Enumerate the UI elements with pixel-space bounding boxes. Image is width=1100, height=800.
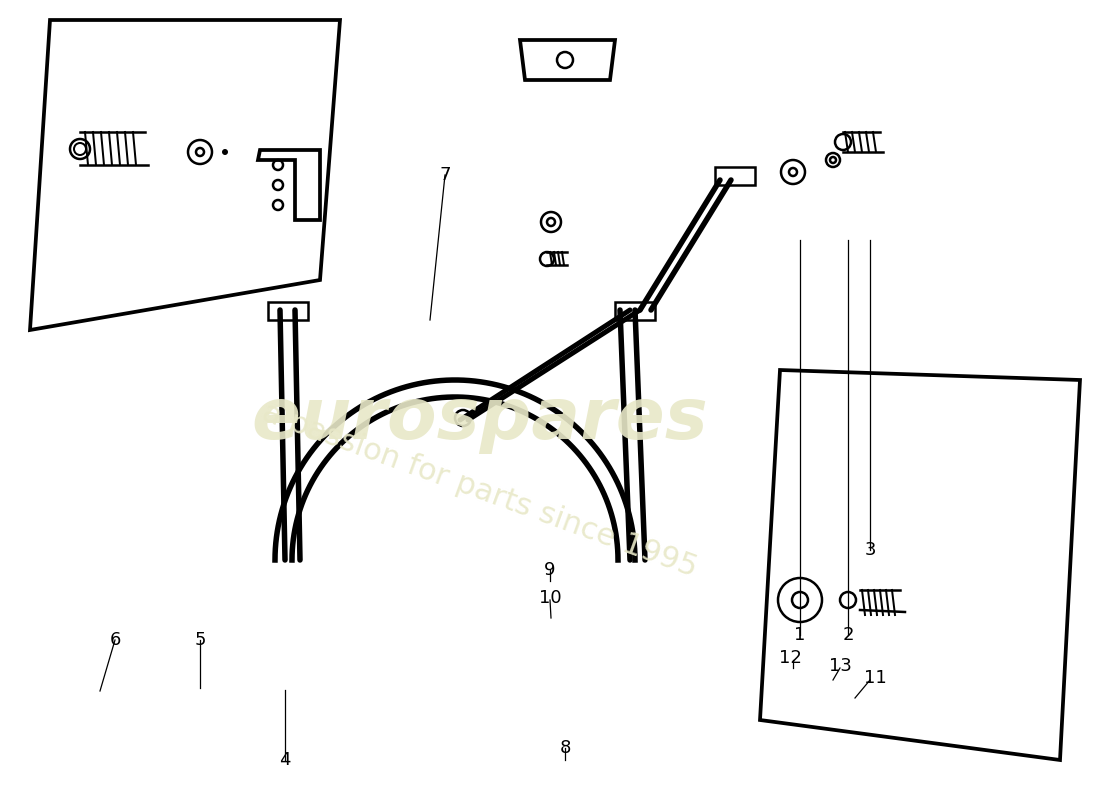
FancyBboxPatch shape (615, 302, 654, 320)
Text: 7: 7 (439, 166, 451, 184)
Text: 8: 8 (559, 739, 571, 757)
Text: eurospares: eurospares (252, 386, 708, 454)
FancyBboxPatch shape (268, 302, 308, 320)
Text: 9: 9 (544, 561, 556, 579)
Text: 1: 1 (794, 626, 805, 644)
Text: 2: 2 (843, 626, 854, 644)
Text: 13: 13 (828, 657, 851, 675)
Text: 10: 10 (539, 589, 561, 607)
Circle shape (540, 252, 554, 266)
Text: 5: 5 (195, 631, 206, 649)
Text: 12: 12 (779, 649, 802, 667)
Text: 4: 4 (279, 751, 290, 769)
Circle shape (835, 134, 851, 150)
Text: 11: 11 (864, 669, 887, 687)
Text: 6: 6 (109, 631, 121, 649)
Circle shape (222, 149, 228, 155)
Text: a passion for parts since 1995: a passion for parts since 1995 (258, 398, 702, 582)
FancyBboxPatch shape (715, 167, 755, 185)
Circle shape (70, 139, 90, 159)
Text: 3: 3 (865, 541, 876, 559)
